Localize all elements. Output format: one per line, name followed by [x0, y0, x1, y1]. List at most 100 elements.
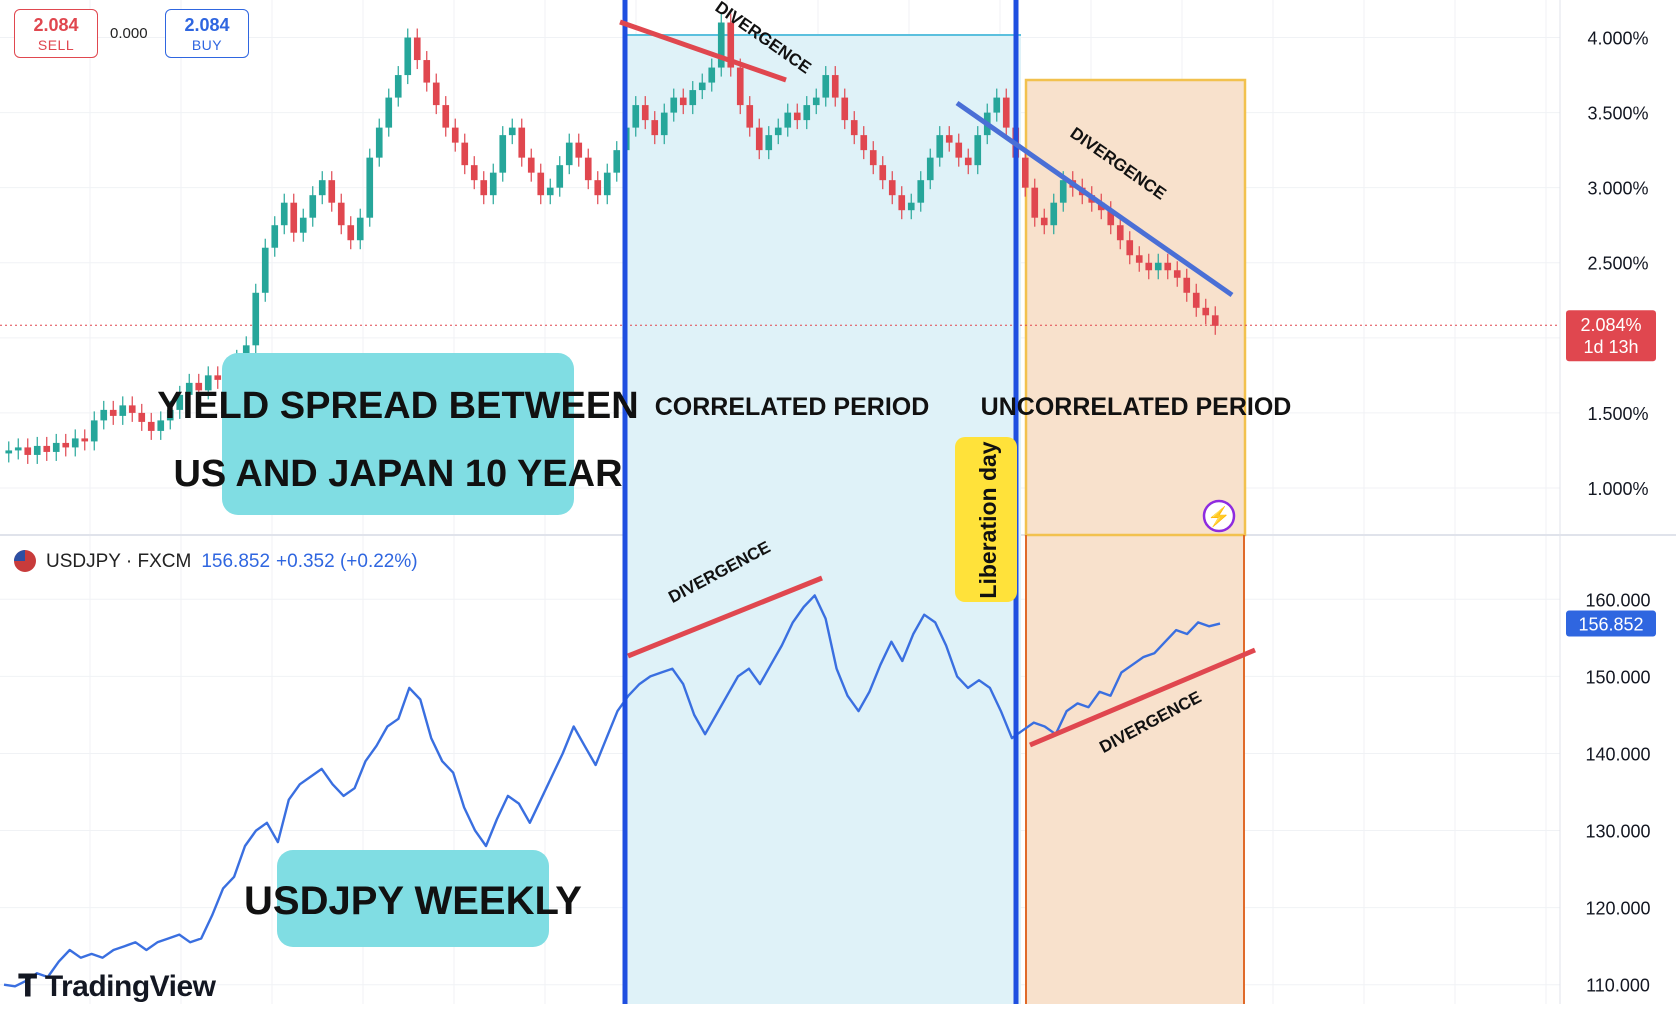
candle	[822, 66, 830, 107]
candle	[603, 163, 611, 205]
candle-body	[765, 135, 773, 151]
candle-body	[575, 142, 583, 158]
candle-body	[1154, 262, 1162, 271]
symbol-name: USDJPY · FXCM	[46, 551, 192, 572]
candle-body	[727, 22, 735, 68]
candle-body	[385, 97, 393, 128]
tradingview-logo[interactable]: 𝐓 TradingView	[18, 970, 216, 1004]
candle	[613, 141, 621, 182]
y-tick-label: 4.000%	[1587, 29, 1648, 49]
candle	[651, 111, 659, 145]
candle-body	[337, 202, 345, 226]
candle	[708, 58, 716, 92]
uncorrelated-period-shade	[1026, 80, 1245, 1004]
candle-body	[1164, 262, 1172, 271]
candle-body	[613, 150, 621, 173]
candle	[1202, 298, 1210, 325]
candle	[1126, 231, 1134, 265]
candle	[765, 126, 773, 160]
candle-body	[328, 180, 336, 203]
candle-body	[1040, 217, 1048, 226]
y-tick-label: 160.000	[1585, 590, 1650, 610]
candle	[1107, 201, 1115, 235]
candle	[917, 171, 925, 212]
candle-body	[52, 442, 60, 452]
candle	[537, 163, 545, 205]
y-tick-label: 140.000	[1585, 744, 1650, 764]
candle-body	[955, 142, 963, 158]
uncorrelated-period-border	[1024, 78, 1247, 537]
candle-body	[537, 172, 545, 196]
candle-body	[366, 157, 374, 218]
candle	[1116, 216, 1124, 250]
candle-body	[176, 394, 184, 410]
candle-body	[803, 105, 811, 121]
candle-body	[603, 172, 611, 196]
candle-body	[879, 165, 887, 181]
candle	[109, 400, 117, 425]
candle	[195, 373, 203, 400]
candle	[128, 396, 136, 422]
candle	[1192, 283, 1200, 317]
lightning-icon-glyph: ⚡	[1207, 505, 1231, 528]
candle-body	[499, 135, 507, 173]
candle-body	[841, 97, 849, 121]
symbol-legend[interactable]: USDJPY · FXCM 156.852 +0.352 (+0.22%)	[14, 550, 418, 573]
candle	[90, 411, 98, 451]
candle	[1040, 208, 1048, 235]
candle	[888, 171, 896, 205]
candle	[166, 400, 174, 430]
candle	[556, 156, 564, 197]
yield-spread-label-line2: US AND JAPAN 10 YEAR	[173, 453, 622, 495]
candle-body	[14, 447, 22, 451]
candle-body	[204, 375, 212, 391]
candle	[660, 103, 668, 145]
yield-spread-label-box	[222, 353, 574, 515]
candle-body	[480, 180, 488, 196]
candle	[698, 73, 706, 100]
divergence-line-bottom-2	[1029, 647, 1256, 748]
candle	[328, 171, 336, 212]
candle	[955, 133, 963, 167]
candle-body	[261, 247, 269, 293]
candle-body	[299, 217, 307, 233]
candle-body	[1173, 270, 1181, 278]
candle	[1173, 261, 1181, 287]
divergence-line-bottom-1	[627, 575, 823, 659]
symbol-change: +0.352 (+0.22%)	[276, 551, 418, 572]
candle-body	[508, 127, 516, 136]
divergence-line-top-red	[619, 19, 787, 83]
candle	[261, 238, 269, 302]
candle-body	[33, 445, 41, 455]
y-tick-label: 120.000	[1585, 899, 1650, 919]
candle-body	[24, 447, 32, 455]
candle	[394, 66, 402, 107]
candle-body	[394, 75, 402, 98]
tradingview-mark-icon: 𝐓	[18, 970, 37, 1003]
sell-button[interactable]: 2.084 SELL	[14, 9, 98, 58]
candle	[850, 111, 858, 145]
candle	[280, 193, 288, 235]
candle-body	[917, 180, 925, 203]
candle-body	[128, 405, 136, 413]
candle	[489, 163, 497, 205]
candle	[375, 118, 383, 167]
candle-body	[423, 60, 431, 83]
candle-body	[109, 409, 117, 416]
candle-body	[119, 405, 127, 416]
candle	[385, 88, 393, 137]
candle	[936, 126, 944, 167]
candle	[1002, 88, 1010, 137]
buy-button[interactable]: 2.084 BUY	[165, 9, 249, 58]
candle	[1154, 253, 1162, 280]
candle	[641, 96, 649, 130]
candle	[1183, 268, 1191, 302]
y-tick-label: 3.500%	[1587, 104, 1648, 124]
buy-price: 2.084	[184, 15, 230, 35]
candle	[480, 171, 488, 205]
candle	[24, 438, 32, 464]
candle	[432, 73, 440, 115]
symbol-price: 156.852	[201, 551, 271, 572]
candle-body	[252, 292, 260, 346]
